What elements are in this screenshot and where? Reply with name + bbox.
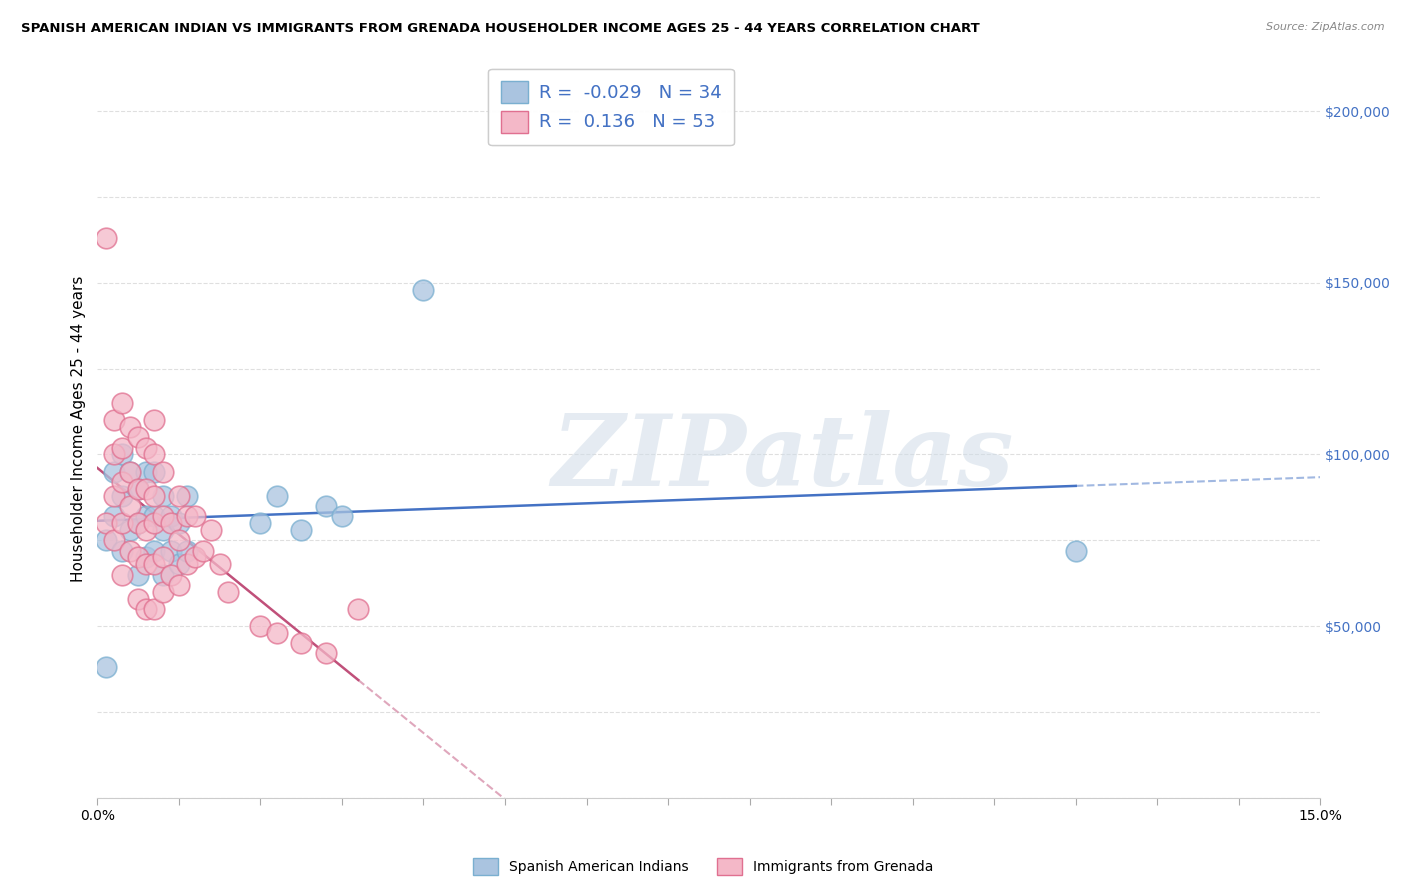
Point [135,465,157,479]
Point [103,465,125,479]
Point [184,550,207,565]
Point [167,558,190,572]
Point [111,447,134,461]
Point [111,567,134,582]
Point [159,509,181,524]
Point [127,430,149,444]
Point [315,499,337,513]
Point [159,543,181,558]
Point [127,482,149,496]
Point [111,396,134,410]
Point [152,465,174,479]
Text: ZIPatlas: ZIPatlas [551,410,1014,507]
Point [412,283,434,297]
Point [118,420,141,434]
Point [103,447,125,461]
Point [127,591,149,606]
Point [1064,543,1087,558]
Point [143,516,166,530]
Point [94,516,117,530]
Legend: R =  -0.029   N = 34, R =  0.136   N = 53: R = -0.029 N = 34, R = 0.136 N = 53 [488,69,734,145]
Point [152,523,174,537]
Point [208,558,231,572]
Point [103,413,125,427]
Point [176,543,198,558]
Point [176,558,198,572]
Point [266,626,288,640]
Point [135,602,157,616]
Point [176,509,198,524]
Point [167,578,190,592]
Point [152,550,174,565]
Point [143,413,166,427]
Point [127,550,149,565]
Point [127,567,149,582]
Point [152,567,174,582]
Y-axis label: Householder Income Ages 25 - 44 years: Householder Income Ages 25 - 44 years [72,276,86,582]
Point [159,567,181,582]
Point [193,543,215,558]
Point [152,509,174,524]
Point [118,523,141,537]
Point [94,660,117,674]
Point [159,516,181,530]
Point [111,475,134,489]
Point [135,550,157,565]
Point [111,489,134,503]
Point [167,533,190,548]
Point [127,482,149,496]
Text: Source: ZipAtlas.com: Source: ZipAtlas.com [1267,22,1385,32]
Point [143,489,166,503]
Point [135,558,157,572]
Point [167,489,190,503]
Point [127,516,149,530]
Point [143,509,166,524]
Point [135,441,157,455]
Point [249,619,271,633]
Point [118,465,141,479]
Point [135,523,157,537]
Point [103,533,125,548]
Point [200,523,222,537]
Point [94,231,117,245]
Point [143,543,166,558]
Point [103,509,125,524]
Point [249,516,271,530]
Point [127,516,149,530]
Point [103,489,125,503]
Point [152,584,174,599]
Point [315,647,337,661]
Point [118,543,141,558]
Point [176,489,198,503]
Point [118,465,141,479]
Point [290,636,312,650]
Point [290,523,312,537]
Point [111,543,134,558]
Point [118,499,141,513]
Point [330,509,353,524]
Point [135,509,157,524]
Point [111,441,134,455]
Point [111,516,134,530]
Point [266,489,288,503]
Point [143,465,166,479]
Point [347,602,370,616]
Point [94,533,117,548]
Point [143,447,166,461]
Point [184,509,207,524]
Text: SPANISH AMERICAN INDIAN VS IMMIGRANTS FROM GRENADA HOUSEHOLDER INCOME AGES 25 - : SPANISH AMERICAN INDIAN VS IMMIGRANTS FR… [21,22,980,36]
Point [217,584,239,599]
Point [152,489,174,503]
Point [143,602,166,616]
Point [143,558,166,572]
Legend: Spanish American Indians, Immigrants from Grenada: Spanish American Indians, Immigrants fro… [467,853,939,880]
Point [135,482,157,496]
Point [167,516,190,530]
